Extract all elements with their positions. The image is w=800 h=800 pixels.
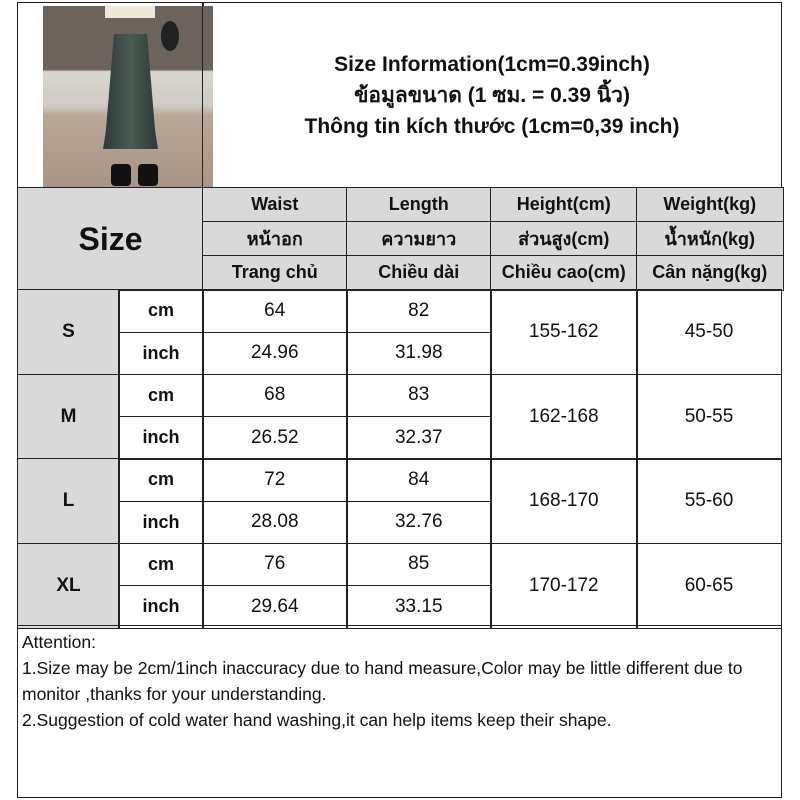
length-inch: 32.76 (346, 500, 492, 544)
waist-cm: 76 (202, 542, 348, 586)
weight-range: 55-60 (636, 458, 782, 544)
column-header-vi: Chiều cao(cm) (490, 255, 638, 291)
waist-cm: 72 (202, 458, 348, 502)
column-header-vi: Chiều dài (346, 255, 492, 291)
unit-label: cm (118, 289, 204, 333)
column-header-en: Length (346, 187, 492, 223)
column-header-en: Weight(kg) (636, 187, 784, 223)
column-header-th: ส่วนสูง(cm) (490, 221, 638, 257)
size-info-title: Size Information(1cm=0.39inch) ข้อมูลขนา… (202, 2, 782, 189)
unit-label: inch (118, 416, 204, 460)
weight-range: 50-55 (636, 373, 782, 460)
size-label: S (17, 289, 120, 375)
waist-inch: 24.96 (202, 331, 348, 375)
weight-range: 60-65 (636, 542, 782, 629)
waist-inch: 28.08 (202, 500, 348, 544)
unit-label: cm (118, 373, 204, 417)
attention-line-1: 1.Size may be 2cm/1inch inaccuracy due t… (22, 658, 743, 704)
length-cm: 83 (346, 373, 492, 417)
length-cm: 84 (346, 458, 492, 502)
length-cm: 85 (346, 542, 492, 586)
size-header: Size (17, 187, 204, 291)
waist-cm: 64 (202, 289, 348, 333)
column-header-en: Waist (202, 187, 348, 223)
height-range: 155-162 (490, 289, 638, 375)
column-header-vi: Trang chủ (202, 255, 348, 291)
column-header-en: Height(cm) (490, 187, 638, 223)
waist-inch: 26.52 (202, 416, 348, 460)
column-header-th: ความยาว (346, 221, 492, 257)
waist-cm: 68 (202, 373, 348, 417)
unit-label: inch (118, 331, 204, 375)
title-english: Size Information(1cm=0.39inch) (334, 53, 650, 76)
product-photo-cell (17, 2, 213, 189)
length-inch: 31.98 (346, 331, 492, 375)
column-header-vi: Cân nặng(kg) (636, 255, 784, 291)
weight-range: 45-50 (636, 289, 782, 375)
product-photo (43, 6, 213, 188)
title-vietnamese: Thông tin kích thước (1cm=0,39 inch) (304, 115, 680, 138)
unit-label: inch (118, 585, 204, 629)
column-header-th: น้ำหนัก(kg) (636, 221, 784, 257)
length-inch: 33.15 (346, 585, 492, 629)
attention-heading: Attention: (22, 632, 96, 652)
attention-line-2: 2.Suggestion of cold water hand washing,… (22, 710, 612, 730)
length-cm: 82 (346, 289, 492, 333)
waist-inch: 29.64 (202, 585, 348, 629)
height-range: 162-168 (490, 373, 638, 460)
title-thai: ข้อมูลขนาด (1 ซม. = 0.39 นิ้ว) (354, 84, 630, 107)
attention-note: Attention: 1.Size may be 2cm/1inch inacc… (17, 625, 782, 798)
size-label: XL (17, 542, 120, 629)
size-label: M (17, 373, 120, 460)
height-range: 168-170 (490, 458, 638, 544)
column-header-th: หน้าอก (202, 221, 348, 257)
unit-label: cm (118, 542, 204, 586)
unit-label: inch (118, 500, 204, 544)
size-label: L (17, 458, 120, 544)
unit-label: cm (118, 458, 204, 502)
height-range: 170-172 (490, 542, 638, 629)
length-inch: 32.37 (346, 416, 492, 460)
